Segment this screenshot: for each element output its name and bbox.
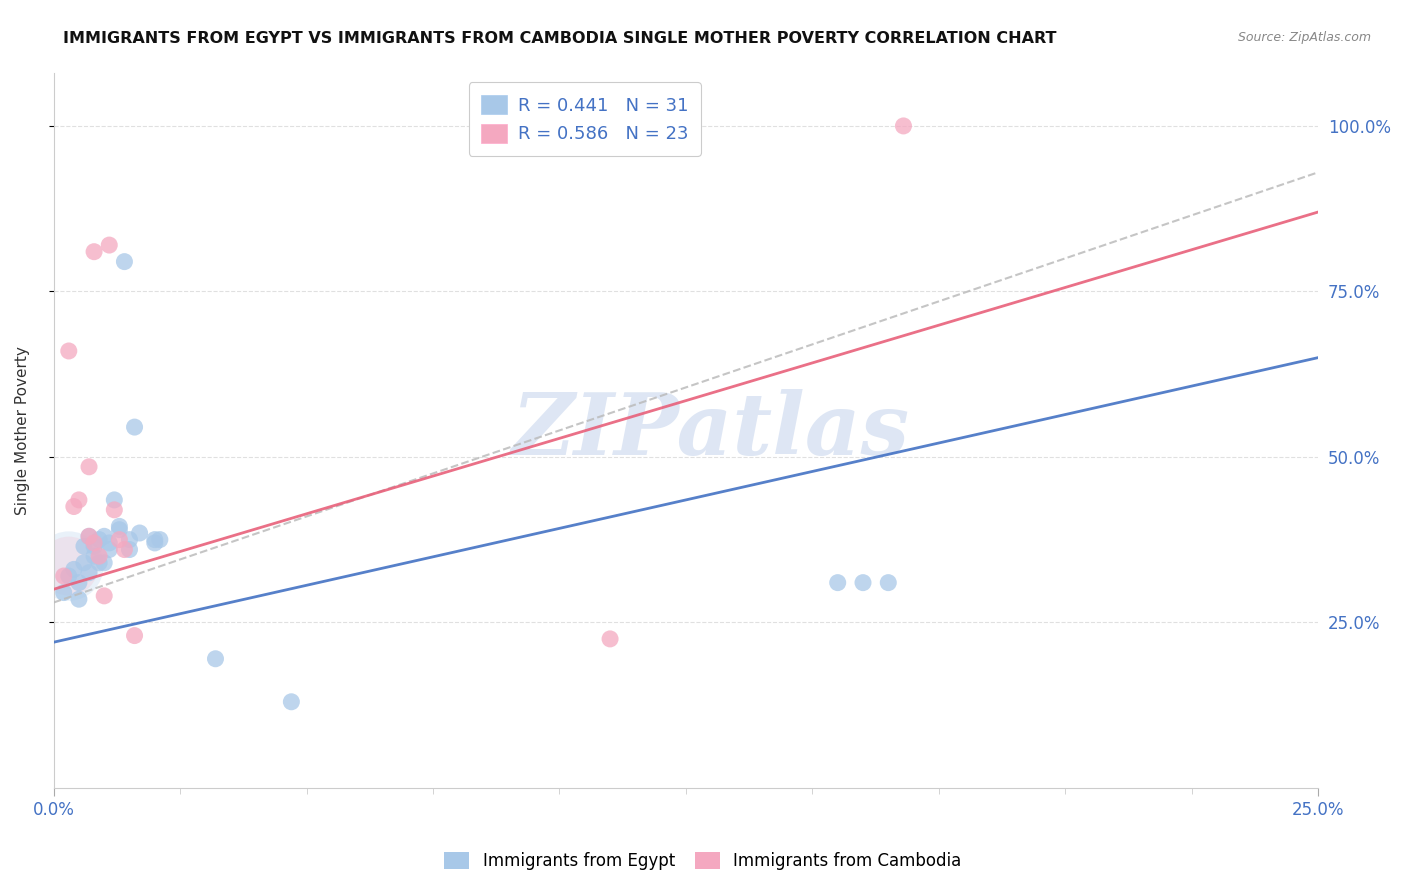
Point: [73, 556, 96, 570]
Point: [124, 629, 146, 643]
Point: [108, 523, 131, 537]
Point: [73, 539, 96, 553]
Point: [67, 492, 90, 507]
Point: [93, 556, 115, 570]
Point: [128, 526, 150, 541]
Point: [77, 529, 100, 543]
Point: [52, 585, 75, 599]
Point: [83, 244, 105, 259]
Point: [103, 492, 125, 507]
Point: [93, 529, 115, 543]
Point: [67, 592, 90, 607]
Y-axis label: Single Mother Poverty: Single Mother Poverty: [15, 346, 30, 515]
Point: [893, 119, 915, 133]
Text: Source: ZipAtlas.com: Source: ZipAtlas.com: [1237, 31, 1371, 45]
Point: [77, 459, 100, 474]
Point: [89, 533, 111, 547]
Point: [98, 542, 121, 557]
Point: [98, 238, 121, 252]
Point: [77, 529, 100, 543]
Text: IMMIGRANTS FROM EGYPT VS IMMIGRANTS FROM CAMBODIA SINGLE MOTHER POVERTY CORRELAT: IMMIGRANTS FROM EGYPT VS IMMIGRANTS FROM…: [63, 31, 1057, 46]
Point: [58, 559, 80, 574]
Point: [118, 542, 141, 557]
Point: [103, 503, 125, 517]
Point: [77, 566, 100, 580]
Legend: Immigrants from Egypt, Immigrants from Cambodia: Immigrants from Egypt, Immigrants from C…: [437, 845, 969, 877]
Point: [852, 575, 875, 590]
Point: [118, 533, 141, 547]
Point: [63, 500, 86, 514]
Point: [204, 652, 226, 666]
Point: [58, 343, 80, 358]
Point: [114, 254, 136, 268]
Point: [124, 420, 146, 434]
Point: [143, 533, 166, 547]
Point: [149, 533, 172, 547]
Text: ZIPatlas: ZIPatlas: [512, 389, 910, 472]
Point: [108, 519, 131, 533]
Point: [827, 575, 849, 590]
Point: [83, 539, 105, 553]
Point: [63, 562, 86, 576]
Point: [877, 575, 900, 590]
Point: [599, 632, 621, 646]
Point: [58, 569, 80, 583]
Point: [58, 559, 80, 574]
Point: [83, 549, 105, 564]
Point: [52, 569, 75, 583]
Point: [89, 556, 111, 570]
Point: [93, 589, 115, 603]
Point: [114, 542, 136, 557]
Point: [98, 536, 121, 550]
Point: [67, 575, 90, 590]
Legend: R = 0.441   N = 31, R = 0.586   N = 23: R = 0.441 N = 31, R = 0.586 N = 23: [468, 82, 700, 156]
Point: [83, 536, 105, 550]
Point: [280, 695, 302, 709]
Point: [108, 533, 131, 547]
Point: [143, 536, 166, 550]
Point: [89, 549, 111, 564]
